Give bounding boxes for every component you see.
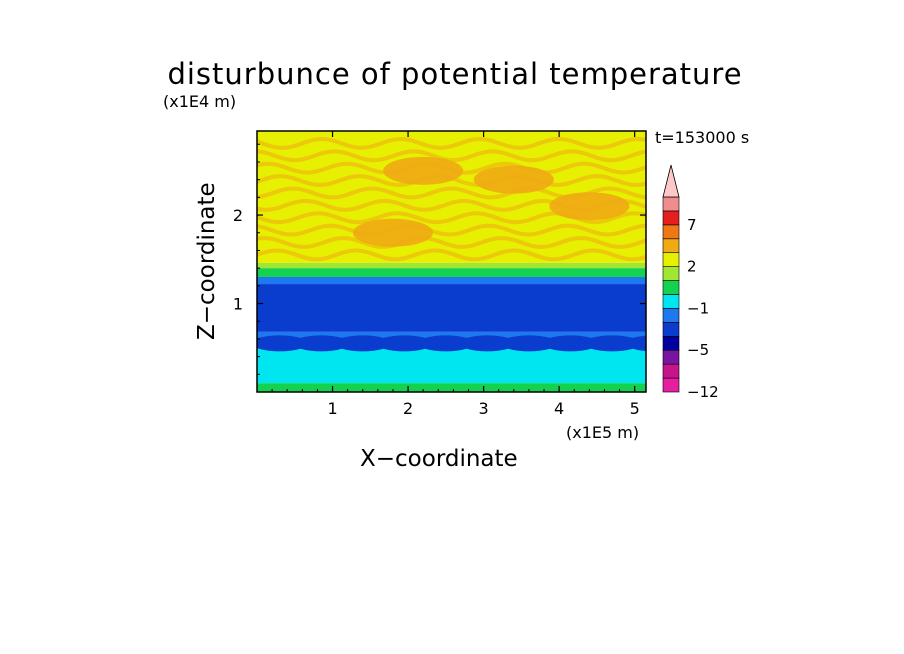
chart-title: disturbunce of potential temperature <box>167 57 743 91</box>
x-tick-label: 5 <box>630 399 640 418</box>
colorbar-box <box>662 196 680 212</box>
time-annotation: t=153000 s <box>655 128 750 147</box>
colorbar-label: −1 <box>687 299 709 317</box>
cold-bump <box>334 335 391 352</box>
cold-bump <box>293 335 350 352</box>
warm-streak <box>257 223 646 237</box>
colorbar-label: −12 <box>687 383 719 401</box>
plot-frame <box>256 130 647 393</box>
plot-area <box>257 131 646 392</box>
warm-patch-0 <box>383 156 464 185</box>
colorbar-label: 7 <box>687 216 697 234</box>
colorbar-box <box>662 322 680 337</box>
colorbar-label: 2 <box>687 258 697 276</box>
x-axis-ticks: 1 2 3 4 5 <box>271 131 640 418</box>
colorbar-box <box>662 363 680 379</box>
x-tick-label: 4 <box>554 399 564 418</box>
colorbar-box <box>662 224 680 240</box>
colorbar-box <box>662 252 680 267</box>
x-axis-label: X−coordinate <box>360 446 518 472</box>
colorbar-box <box>662 280 680 295</box>
field-band-6 <box>257 262 646 269</box>
y-tick-label: 1 <box>233 295 243 314</box>
warm-streak <box>257 248 646 262</box>
field-band-4 <box>257 276 646 285</box>
colorbar-box <box>662 349 680 365</box>
warm-streak <box>257 236 646 249</box>
field-band-3 <box>257 284 646 332</box>
colorbar-box <box>662 238 680 254</box>
cold-bump <box>459 335 516 352</box>
warm-patch-3 <box>352 218 433 247</box>
colorbar-box <box>662 266 680 281</box>
x-axis-unit: (x1E5 m) <box>566 423 640 442</box>
warm-patch-2 <box>549 192 630 221</box>
x-tick-label: 1 <box>327 399 337 418</box>
cold-bump <box>625 335 646 352</box>
colorbar-box <box>662 294 680 309</box>
y-axis-ticks: 12 <box>233 143 646 375</box>
x-tick-label: 3 <box>479 399 489 418</box>
colorbar: 7 2 −1 −5 −12 <box>662 164 719 401</box>
colorbar-label: −5 <box>687 341 709 359</box>
warm-streak <box>257 149 646 163</box>
colorbar-extend-triangle <box>662 164 680 198</box>
cold-bump <box>417 335 474 352</box>
field-band-5 <box>257 268 646 277</box>
y-axis-unit: (x1E4 m) <box>163 92 237 111</box>
x-tick-label: 2 <box>403 399 413 418</box>
cold-bump <box>257 335 308 352</box>
cold-bump <box>542 335 599 352</box>
cold-bump <box>376 335 433 352</box>
y-tick-label: 2 <box>233 206 243 225</box>
field-band-0 <box>257 383 646 392</box>
colorbar-box <box>662 308 680 323</box>
warm-streak <box>257 136 646 150</box>
cold-bump <box>500 335 557 352</box>
colorbar-box <box>662 377 680 393</box>
cold-bump <box>584 335 641 352</box>
warm-patch-1 <box>473 165 554 194</box>
colorbar-box <box>662 210 680 226</box>
colorbar-box <box>662 335 680 351</box>
